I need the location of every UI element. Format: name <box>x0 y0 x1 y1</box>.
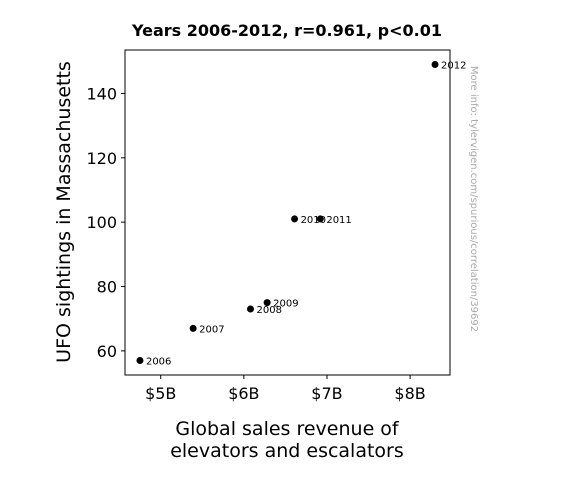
data-point-2006 <box>136 357 144 365</box>
x-axis-label-line-1: Global sales revenue of <box>175 418 400 440</box>
data-point-2010 <box>291 215 299 223</box>
x-tick-label: $5B <box>145 384 176 403</box>
data-point-label: 2007 <box>199 324 224 335</box>
data-point-label: 2010 <box>301 215 326 226</box>
x-tick-label: $7B <box>311 384 342 403</box>
plot-area <box>124 49 451 376</box>
y-axis-label: UFO sightings in Massachusetts <box>53 61 75 363</box>
watermark-source-text: More info: tylervigen.com/spurious/corre… <box>468 66 479 332</box>
x-tick-label: $8B <box>394 384 425 403</box>
y-tick-label: 60 <box>97 342 117 361</box>
data-point-label: 2012 <box>441 60 466 71</box>
data-point-label: 2009 <box>273 299 298 310</box>
data-point-label: 2008 <box>257 305 282 316</box>
y-tick-label: 120 <box>86 149 117 168</box>
y-axis: 60 80 100 120 140 <box>86 84 125 361</box>
y-tick-label: 100 <box>86 213 117 232</box>
x-axis-label-line-2: elevators and escalators <box>170 440 404 462</box>
data-point-label: 2006 <box>146 357 171 368</box>
y-tick-label: 140 <box>86 84 117 103</box>
data-point-2008 <box>247 305 255 313</box>
x-axis: $5B $6B $7B $8B <box>145 375 426 403</box>
y-tick-label: 80 <box>97 278 117 297</box>
data-point-2011 <box>316 215 324 223</box>
x-tick-label: $6B <box>228 384 259 403</box>
data-point-2012 <box>431 60 439 68</box>
chart-title: Years 2006-2012, r=0.961, p<0.01 <box>131 21 442 40</box>
data-point-2007 <box>189 324 197 332</box>
data-point-label: 2011 <box>326 215 351 226</box>
data-point-2009 <box>263 299 271 307</box>
